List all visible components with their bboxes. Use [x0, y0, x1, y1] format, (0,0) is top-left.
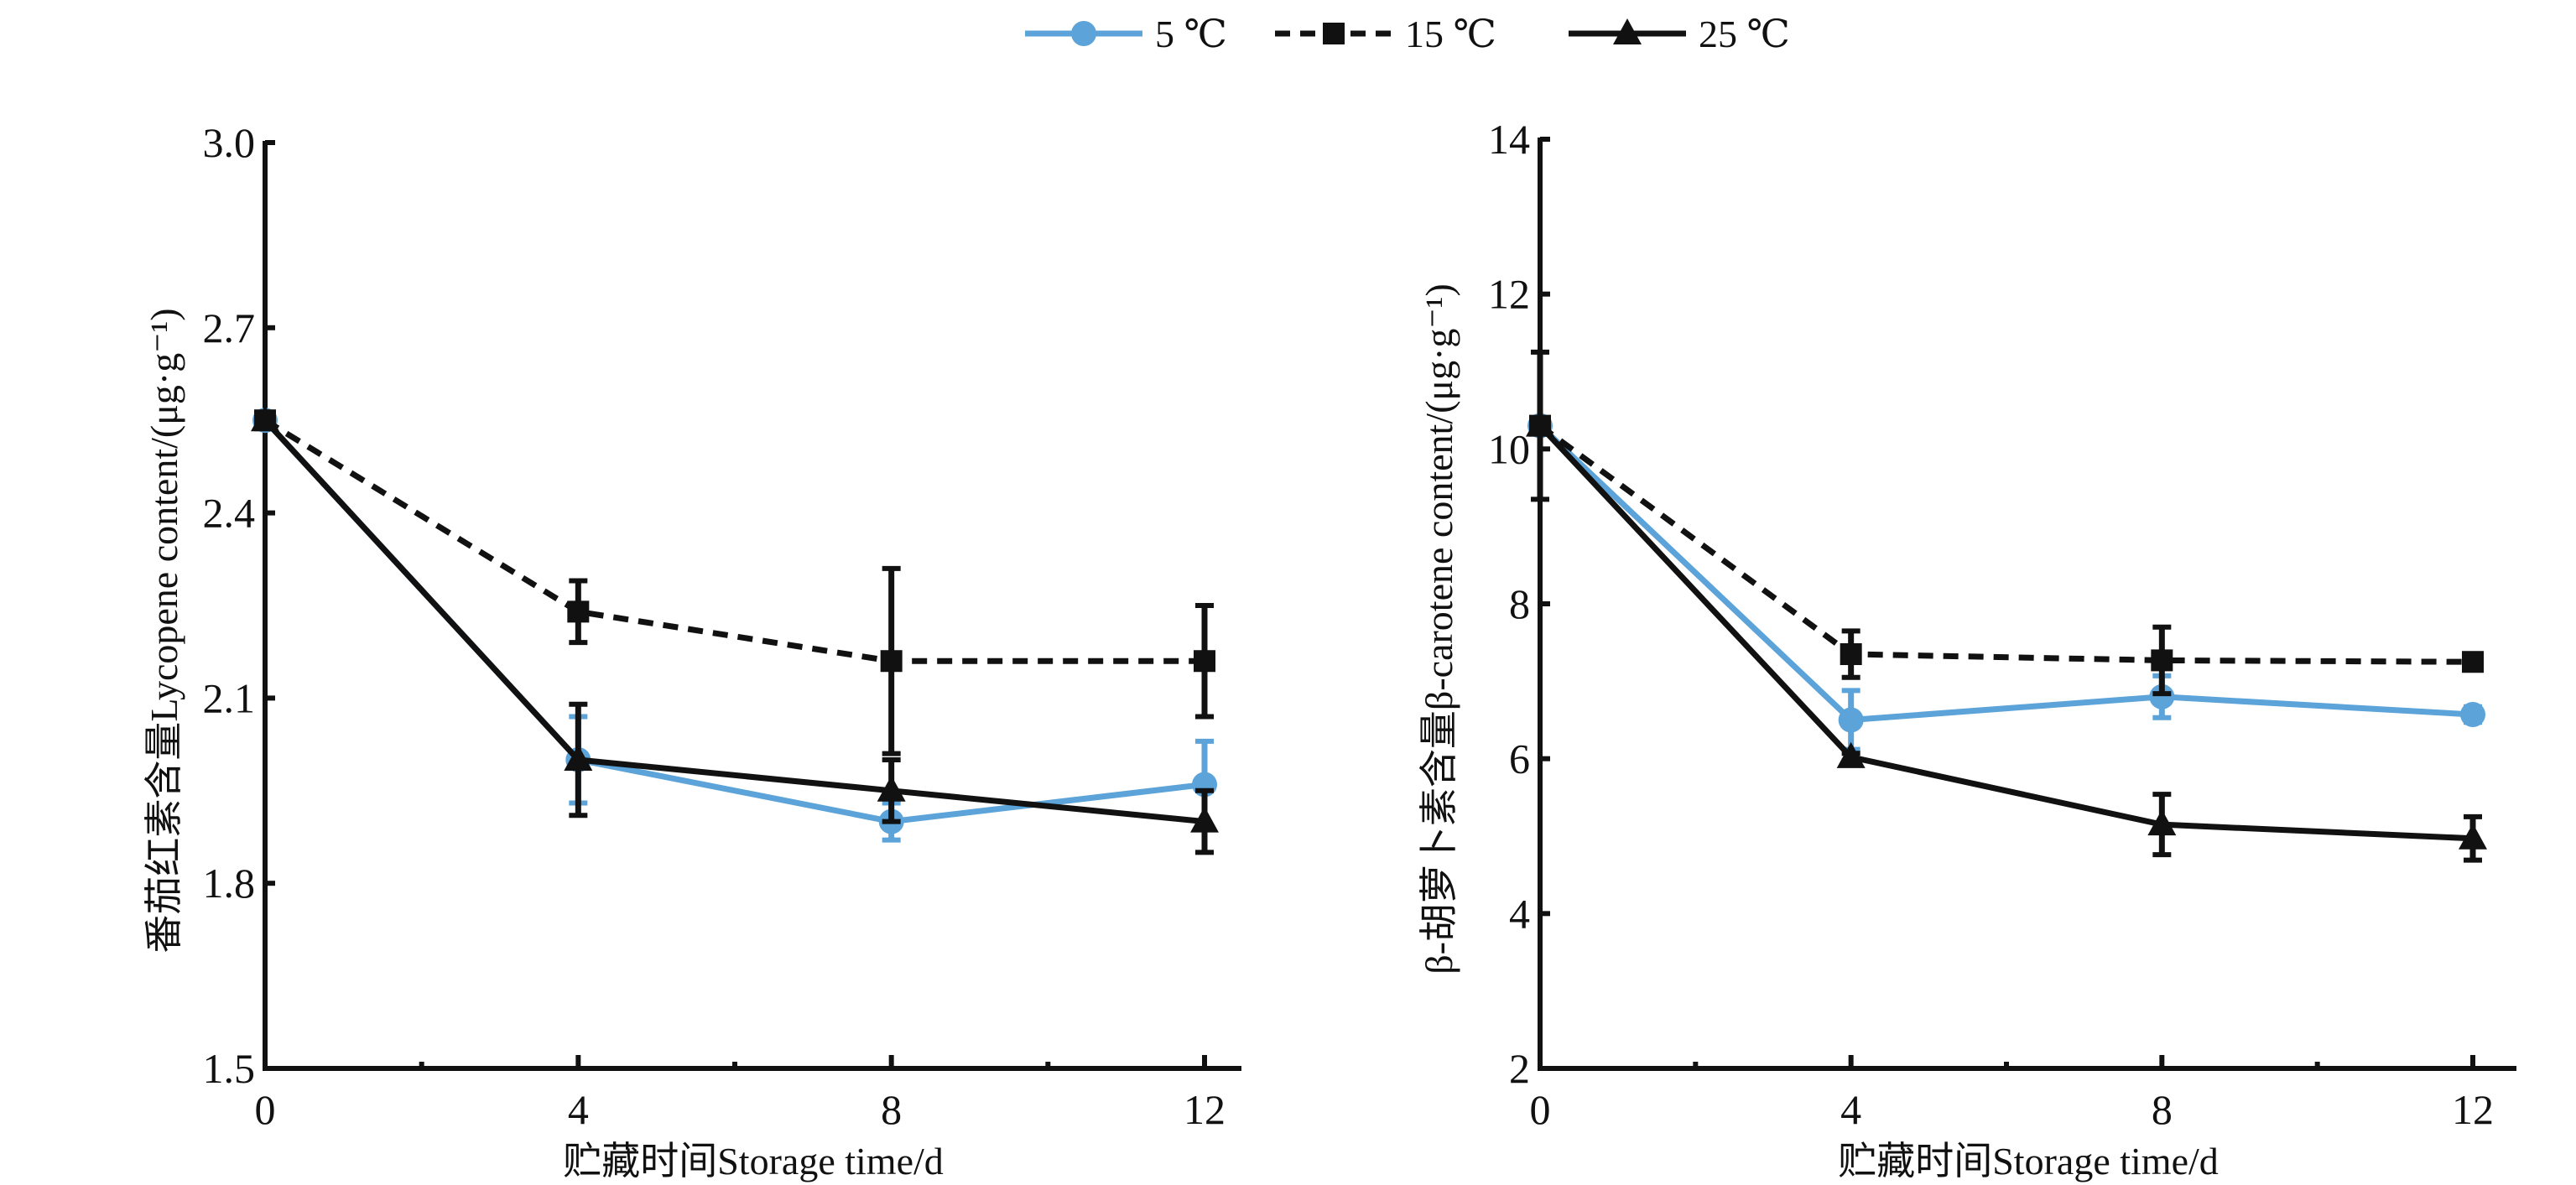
x-tick-label: 0 [1530, 1086, 1551, 1133]
series-2 [254, 409, 1215, 756]
x-tick-label: 4 [568, 1086, 589, 1133]
x-tick-label: 8 [881, 1086, 902, 1133]
beta-carotene-chart: 2 4 6 8 10 12 14 0 4 8 12 贮藏时间Storage time/d β-胡萝卜素含… [1418, 116, 2516, 1182]
data-point [2149, 683, 2175, 709]
y-tick-label: 2.7 [203, 304, 256, 351]
y-tick-label: 3.0 [203, 119, 256, 166]
series-line [1538, 424, 2474, 842]
x-tick-label: 0 [255, 1086, 276, 1133]
series-line [263, 418, 1205, 825]
legend-marker-circle [1071, 21, 1096, 46]
data-point [2151, 649, 2173, 672]
data-point [880, 650, 903, 673]
y-axis-label: β-胡萝卜素含量β-carotene content/(μg·g⁻¹) [1418, 283, 1460, 975]
x-tick-label: 12 [2452, 1086, 2494, 1133]
y-tick-label: 6 [1509, 735, 1530, 782]
y-axis-label: 番茄红素含量Lycopene content/(μg·g⁻¹) [143, 308, 185, 953]
data-point [1836, 741, 1866, 768]
series-3 [1526, 410, 2487, 863]
legend-marker-triangle [1613, 18, 1642, 44]
series-line [263, 418, 1205, 825]
data-point [2147, 809, 2177, 836]
x-axis-label: 贮藏时间Storage time/d [563, 1140, 944, 1182]
y-tick-label: 2.4 [203, 490, 256, 537]
y-tick-label: 1.8 [203, 860, 256, 907]
series-2 [1529, 349, 2484, 697]
legend-label: 15 ℃ [1405, 13, 1496, 55]
x-axis-label: 贮藏时间Storage time/d [1838, 1140, 2219, 1182]
lycopene-chart: 1.5 1.8 2.1 2.4 2.7 3.0 0 4 8 12 贮藏时间Storage time/… [143, 119, 1241, 1182]
data-point [2460, 702, 2485, 728]
data-point [877, 775, 906, 802]
legend-label: 5 ℃ [1155, 13, 1227, 55]
data-point [2459, 823, 2487, 850]
legend-marker-square [1323, 23, 1345, 44]
data-point [567, 600, 590, 623]
y-tick-label: 10 [1488, 425, 1530, 472]
x-tick-label: 8 [2152, 1086, 2173, 1133]
series-line [1538, 424, 2474, 724]
legend: 5 ℃ 15 ℃ 25 ℃ [1025, 13, 1790, 55]
legend-label: 25 ℃ [1699, 13, 1790, 55]
data-point [564, 745, 593, 771]
series-3 [251, 405, 1219, 855]
x-tick-label: 12 [1184, 1086, 1226, 1133]
data-point [1190, 806, 1219, 833]
series-line [1538, 423, 2474, 665]
series-line [263, 418, 1205, 664]
data-point [1194, 650, 1215, 673]
data-point [1838, 707, 1864, 733]
y-tick-label: 14 [1488, 116, 1530, 163]
data-point [1526, 410, 1554, 437]
y-tick-label: 2.1 [203, 674, 256, 721]
data-point [2462, 651, 2484, 673]
data-point [251, 405, 279, 432]
y-tick-label: 1.5 [203, 1045, 256, 1092]
y-tick-label: 4 [1509, 890, 1530, 937]
series-1 [1527, 413, 2485, 752]
y-tick-label: 2 [1509, 1045, 1530, 1092]
data-point [1840, 643, 1862, 666]
y-tick-label: 8 [1509, 580, 1530, 627]
x-tick-label: 4 [1840, 1086, 1861, 1133]
y-tick-label: 12 [1488, 271, 1530, 318]
